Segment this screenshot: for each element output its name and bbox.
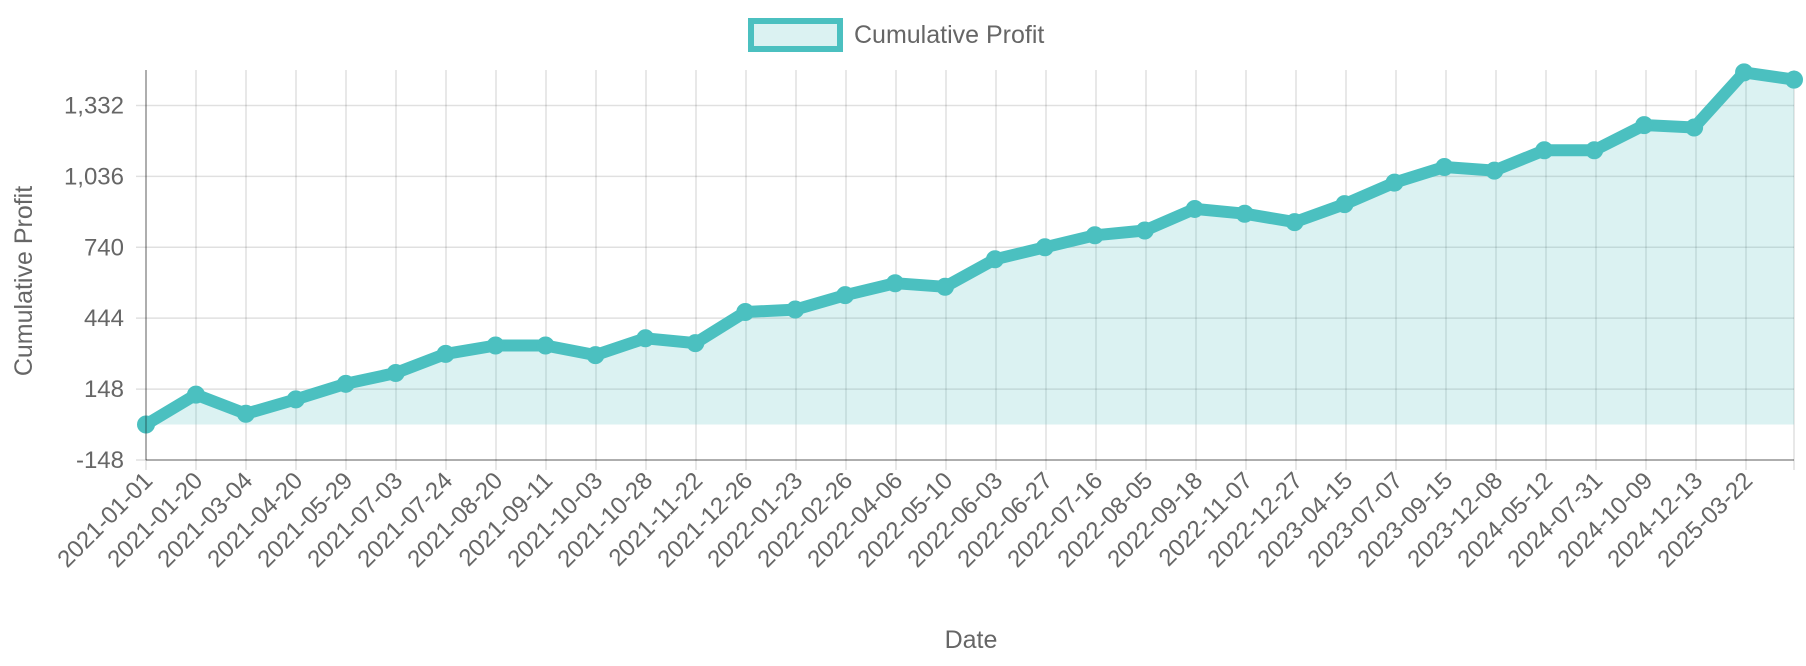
axes	[145, 70, 1794, 461]
data-point	[1235, 204, 1254, 223]
y-tick-label: 740	[84, 234, 124, 261]
y-tick-label: 1,036	[64, 163, 124, 190]
line-layer	[137, 63, 1803, 434]
legend-swatch	[748, 18, 843, 52]
data-point	[1335, 195, 1354, 214]
data-point	[586, 346, 605, 365]
series-area	[146, 72, 1794, 425]
data-point	[1735, 63, 1754, 82]
data-point	[836, 286, 855, 305]
series-line	[140, 66, 1800, 431]
y-tick-label: 444	[84, 305, 124, 332]
data-point	[186, 385, 205, 404]
data-point	[1385, 173, 1404, 192]
data-point	[386, 364, 405, 383]
y-tick-label: 1,332	[64, 92, 124, 119]
data-point	[486, 336, 505, 355]
data-point	[786, 300, 805, 319]
y-tick-label: 148	[84, 376, 124, 403]
data-point	[1535, 141, 1554, 160]
data-point	[686, 334, 705, 353]
data-point	[1035, 238, 1054, 257]
data-point	[436, 344, 455, 363]
data-point	[636, 329, 655, 348]
data-point	[236, 404, 255, 423]
data-point	[1135, 221, 1154, 240]
data-point	[736, 302, 755, 321]
data-point	[1635, 116, 1654, 135]
data-point	[1785, 70, 1803, 89]
y-tick-labels: -148 148 444 740 1,036 1,332	[64, 92, 124, 474]
grid	[136, 70, 1795, 470]
data-point	[1685, 118, 1704, 137]
data-point	[137, 415, 155, 434]
data-point	[1435, 158, 1454, 177]
data-point	[286, 390, 305, 409]
x-tick-labels: 2021-01-012021-01-202021-03-042021-04-20…	[52, 467, 1758, 573]
legend-label: Cumulative Profit	[854, 21, 1044, 49]
data-point	[886, 274, 905, 293]
y-axis-title: Cumulative Profit	[10, 186, 38, 376]
data-point	[1085, 226, 1104, 245]
data-point	[1485, 161, 1504, 180]
legend[interactable]: Cumulative Profit	[748, 18, 1044, 52]
data-point	[1185, 199, 1204, 218]
data-point	[1585, 141, 1604, 160]
data-point	[536, 336, 555, 355]
data-point	[1285, 213, 1304, 232]
x-axis-title: Date	[945, 626, 998, 654]
data-point	[985, 250, 1004, 269]
y-tick-label: -148	[76, 447, 124, 474]
area-layer	[146, 72, 1794, 425]
data-point	[336, 374, 355, 393]
data-point	[936, 277, 955, 296]
